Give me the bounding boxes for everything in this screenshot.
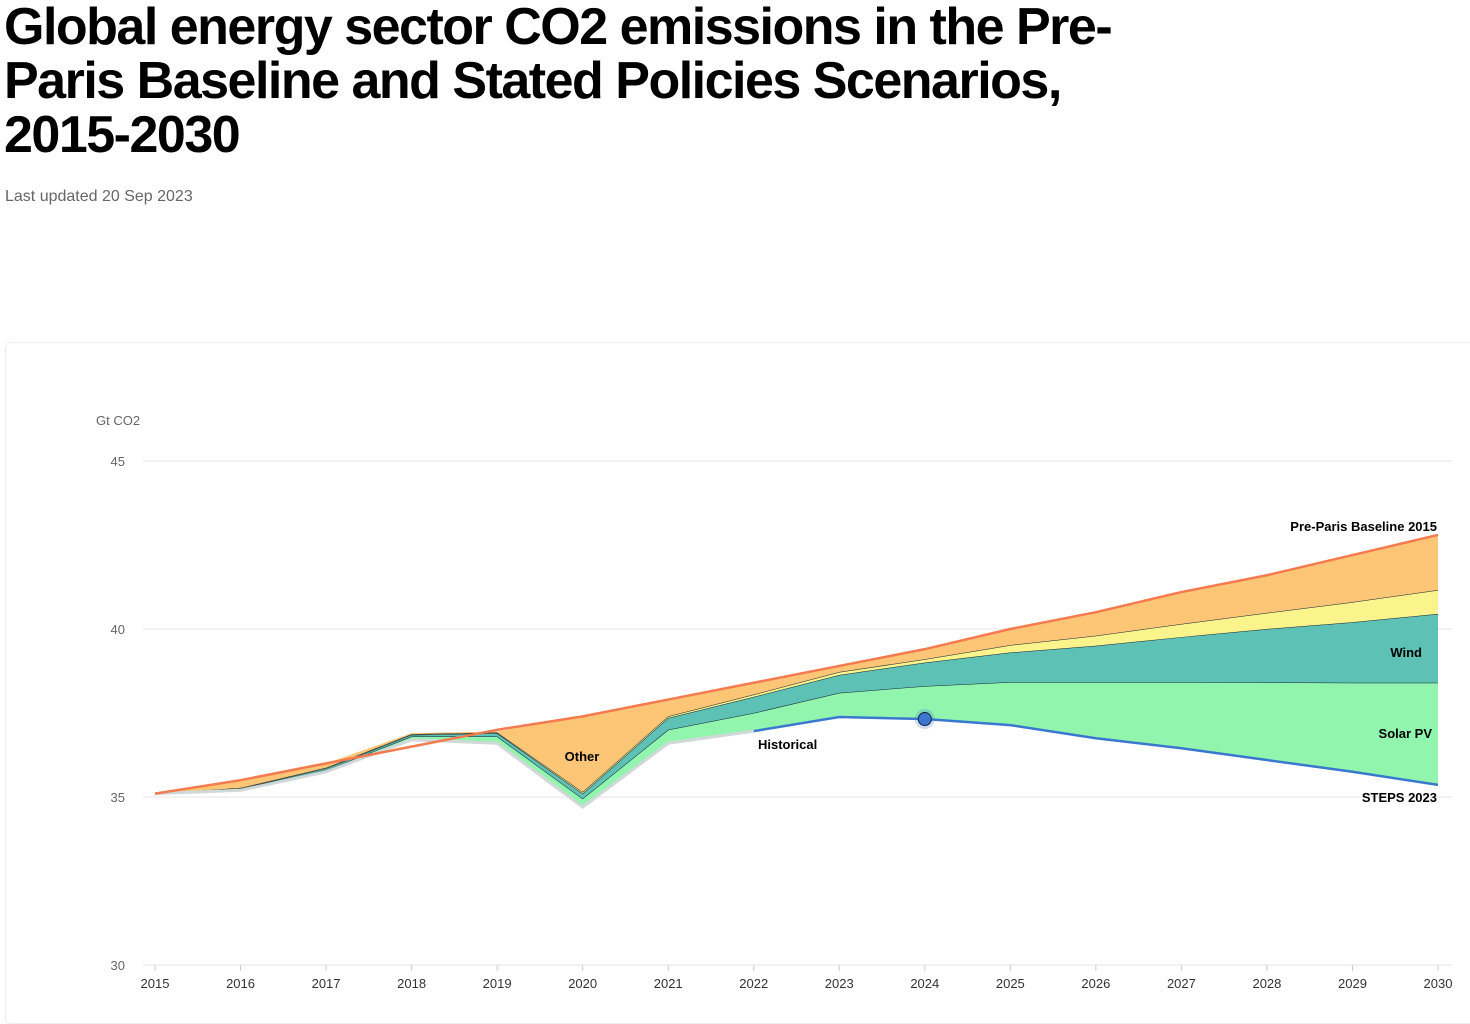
baseline-line [154,533,1439,795]
historical-line [154,729,754,809]
x-tick-label: 2018 [397,976,426,991]
x-tick-label: 2025 [996,976,1025,991]
x-tick-label: 2019 [483,976,512,991]
steps-label: STEPS 2023 [1362,790,1437,805]
page-title: Global energy sector CO2 emissions in th… [4,0,1113,164]
x-tick-label: 2027 [1167,976,1196,991]
x-tick-label: 2016 [226,976,255,991]
area-solar-pv [155,682,1438,808]
x-tick-label: 2030 [1424,976,1453,991]
y-tick-label: 40 [111,622,125,637]
solar-label: Solar PV [1379,726,1433,741]
y-axis-label: Gt CO2 [96,413,140,428]
highlight-point [917,712,932,727]
x-tick-label: 2017 [312,976,341,991]
x-tick-label: 2021 [654,976,683,991]
other-label: Other [565,749,600,764]
y-tick-label: 35 [111,790,125,805]
x-tick-label: 2028 [1252,976,1281,991]
y-tick-label: 30 [111,958,125,973]
x-tick-label: 2020 [568,976,597,991]
wind-label: Wind [1390,645,1422,660]
baseline-label: Pre-Paris Baseline 2015 [1290,519,1437,534]
x-tick-label: 2022 [739,976,768,991]
steps-line [753,715,1439,787]
x-tick-label: 2015 [141,976,170,991]
x-tick-label: 2023 [825,976,854,991]
historical-label: Historical [758,737,817,752]
x-tick-label: 2026 [1081,976,1110,991]
y-tick-label: 45 [111,454,125,469]
area-unlabeled [155,590,1438,794]
x-tick-label: 2024 [910,976,939,991]
area-wind [155,613,1438,799]
last-updated: Last updated 20 Sep 2023 [5,188,193,205]
x-tick-label: 2029 [1338,976,1367,991]
